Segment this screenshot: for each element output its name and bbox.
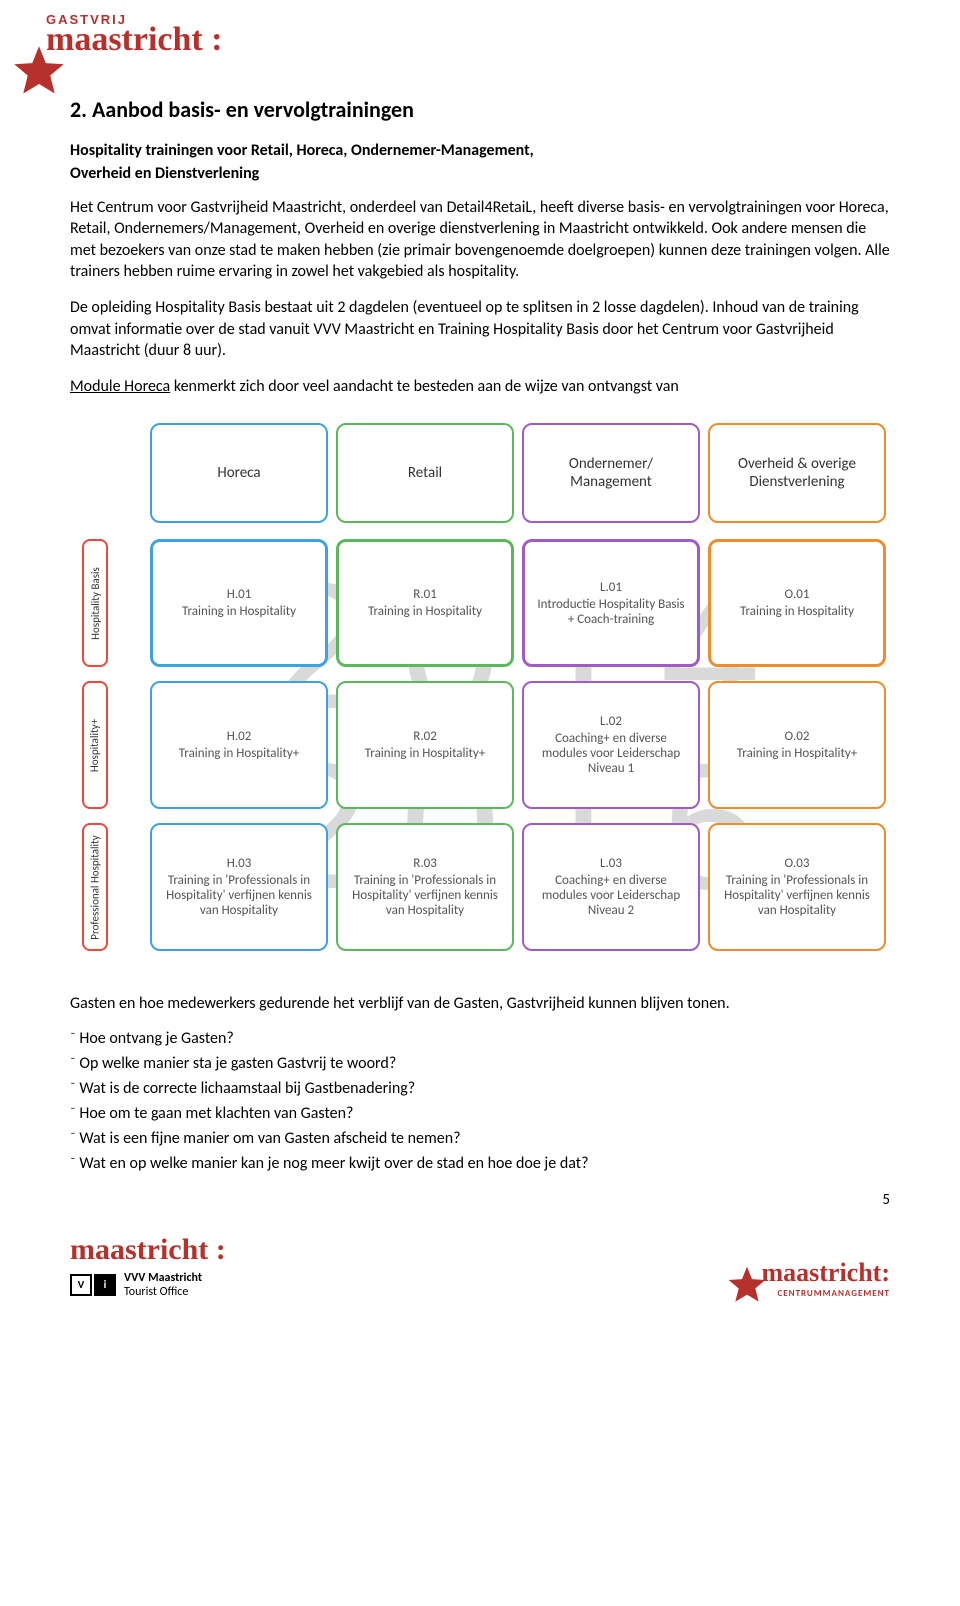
- training-matrix-diagram: 2014 2015 HorecaRetailOndernemer/ Manage…: [70, 423, 890, 963]
- footer-icons: V i: [70, 1274, 116, 1296]
- vvv-icon: V: [70, 1274, 92, 1296]
- row-label: Hospitality+: [82, 681, 108, 809]
- section-subtitle-2: Overheid en Dienstverlening: [70, 164, 890, 183]
- list-item: Hoe ontvang je Gasten?: [70, 1029, 890, 1048]
- para-after-diagram: Gasten en hoe medewerkers gedurende het …: [70, 993, 890, 1015]
- list-item: Op welke manier sta je gasten Gastvrij t…: [70, 1054, 890, 1073]
- matrix-cell: R.01Training in Hospitality: [336, 539, 514, 667]
- row-label: Professional Hospitality: [82, 823, 108, 951]
- list-item: Hoe om te gaan met klachten van Gasten?: [70, 1104, 890, 1123]
- para-2: De opleiding Hospitality Basis bestaat u…: [70, 297, 890, 362]
- row-label: Hospitality Basis: [82, 539, 108, 667]
- column-header: Overheid & overige Dienstverlening: [708, 423, 886, 523]
- module-rest: kenmerkt zich door veel aandacht te best…: [170, 377, 679, 396]
- footer-right-logo: maastricht:: [761, 1258, 890, 1288]
- star-icon: [727, 1265, 767, 1305]
- module-label: Module Horeca: [70, 377, 170, 396]
- matrix-cell: L.01Introductie Hospitality Basis + Coac…: [522, 539, 700, 667]
- header-main-text: maastricht :: [46, 25, 960, 56]
- star-icon: [12, 44, 66, 98]
- footer-left-logo: maastricht :: [70, 1233, 226, 1267]
- list-item: Wat is een fijne manier om van Gasten af…: [70, 1129, 890, 1148]
- bullet-list: Hoe ontvang je Gasten? Op welke manier st…: [70, 1029, 890, 1173]
- footer-sub-text: VVV Maastricht Tourist Office: [124, 1271, 202, 1299]
- module-line: Module Horeca kenmerkt zich door veel aa…: [70, 376, 890, 398]
- matrix-cell: R.03Training in 'Professionals in Hospit…: [336, 823, 514, 951]
- list-item: Wat en op welke manier kan je nog meer k…: [70, 1154, 890, 1173]
- matrix-cell: O.03Training in 'Professionals in Hospit…: [708, 823, 886, 951]
- info-icon: i: [94, 1274, 116, 1296]
- para-1: Het Centrum voor Gastvrijheid Maastricht…: [70, 197, 890, 283]
- column-header: Retail: [336, 423, 514, 523]
- list-item: Wat is de correcte lichaamstaal bij Gast…: [70, 1079, 890, 1098]
- section-subtitle-1: Hospitality trainingen voor Retail, Hore…: [70, 141, 890, 160]
- column-header: Ondernemer/ Management: [522, 423, 700, 523]
- matrix-cell: H.01Training in Hospitality: [150, 539, 328, 667]
- column-header: Horeca: [150, 423, 328, 523]
- section-title: 2. Aanbod basis- en vervolgtrainingen: [70, 96, 890, 123]
- footer: maastricht : V i VVV Maastricht Tourist …: [0, 1233, 960, 1299]
- footer-right-sub: CENTRUMMANAGEMENT: [761, 1288, 890, 1299]
- footer-left: maastricht : V i VVV Maastricht Tourist …: [70, 1233, 226, 1299]
- matrix-cell: L.02Coaching+ en diverse modules voor Le…: [522, 681, 700, 809]
- matrix-cell: H.02Training in Hospitality+: [150, 681, 328, 809]
- header-logo: GASTVRIJ maastricht :: [0, 0, 960, 56]
- matrix-cell: H.03Training in 'Professionals in Hospit…: [150, 823, 328, 951]
- matrix-cell: L.03Coaching+ en diverse modules voor Le…: [522, 823, 700, 951]
- footer-right: maastricht: CENTRUMMANAGEMENT: [761, 1258, 890, 1299]
- matrix-cell: O.01Training in Hospitality: [708, 539, 886, 667]
- matrix-cell: R.02Training in Hospitality+: [336, 681, 514, 809]
- matrix-cell: O.02Training in Hospitality+: [708, 681, 886, 809]
- page-number: 5: [882, 1191, 890, 1209]
